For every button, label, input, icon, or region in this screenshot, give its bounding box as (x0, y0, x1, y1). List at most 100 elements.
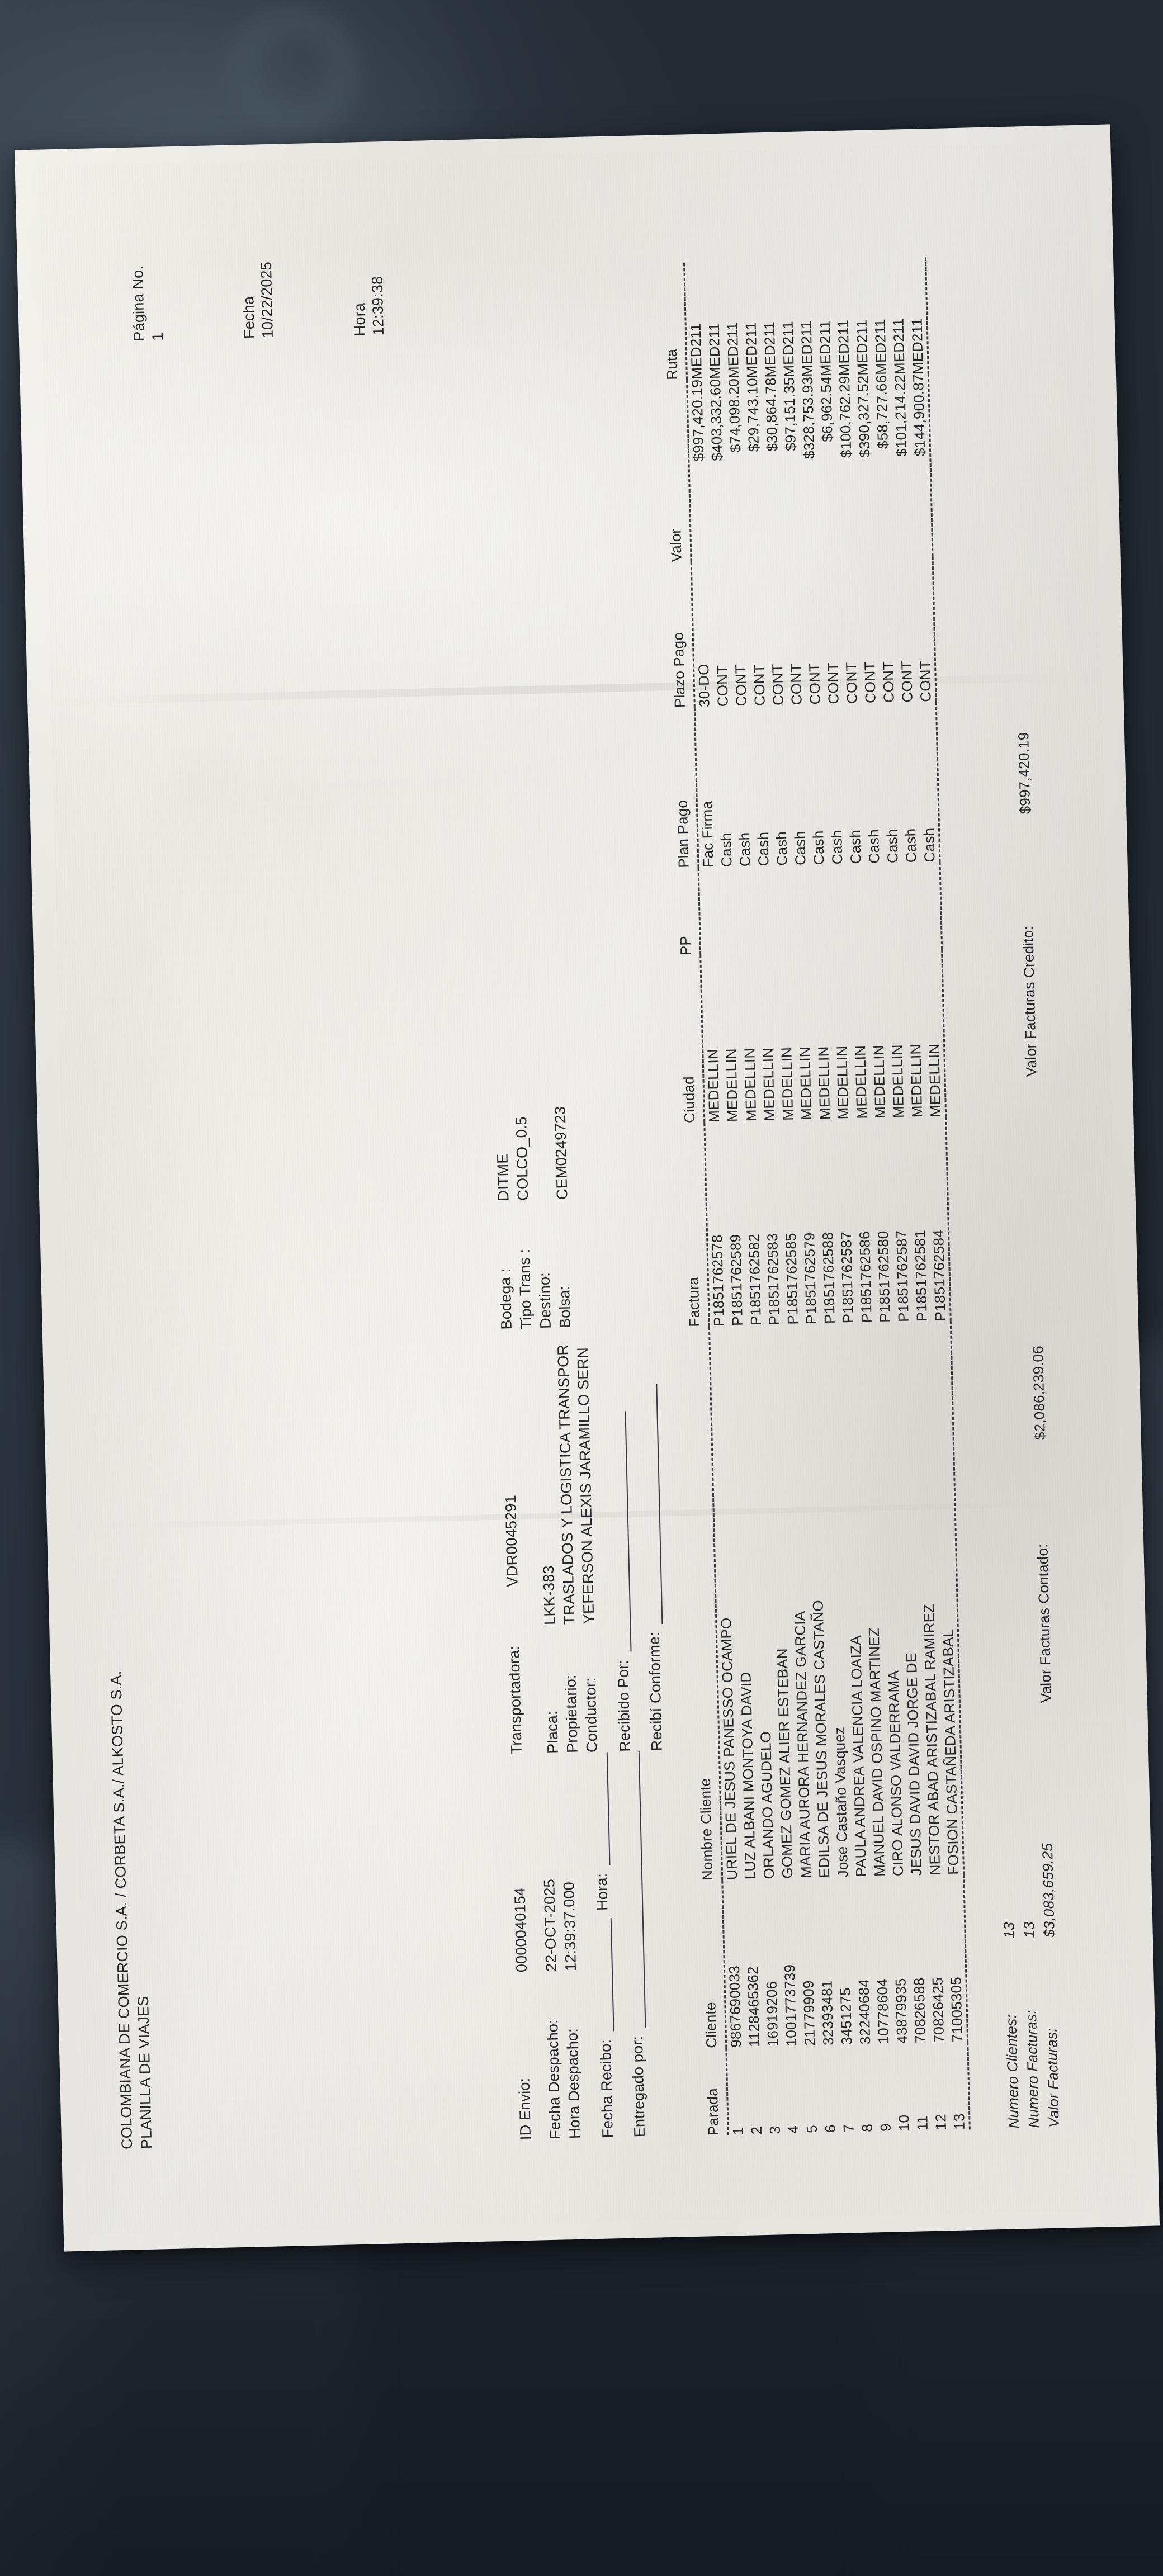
time-label: Hora (351, 302, 369, 337)
date-value: 10/22/2025 (258, 261, 277, 339)
cell-ruta: MED211 (906, 257, 929, 375)
cell-pp (773, 865, 794, 953)
entregado-por-row: Entregado por: (622, 1751, 649, 2138)
cell-parada: 1 (726, 2047, 748, 2135)
recibido-por-row: Recibido Por: (607, 1327, 634, 1753)
entregado-por-label: Entregado por: (628, 2035, 649, 2138)
valor-credito-label: Valor Facturas Credito: (1019, 925, 1040, 1077)
tipo-trans-value: COLCO_0.5 (512, 1116, 532, 1201)
col-header-ruta: Ruta (663, 348, 681, 381)
col-header-cliente: Cliente (702, 2002, 720, 2049)
fecha-recibo-label: Fecha Recibo: (597, 2039, 617, 2138)
cell-ruta: MED211 (853, 319, 872, 376)
cell-parada: 10 (895, 2114, 913, 2132)
cell-parada: 5 (803, 2124, 821, 2134)
background-blur-highlight (168, 0, 458, 123)
cell-pp (866, 863, 886, 951)
date-label: Fecha (240, 296, 258, 339)
cell-pp (755, 866, 776, 954)
manifest-table-body: 1 9867690033 URIEL DE JESUS PANESSO OCAMPO… (684, 257, 970, 2135)
hora-label: Hora: (593, 1873, 611, 1911)
col-header-parada: Parada (704, 2087, 722, 2136)
meta-column-warehouse: Bodega : DITME Tipo Trans : COLCO_0.5 De… (488, 935, 656, 1330)
document-content: COLOMBIANA DE COMERCIO S.A. / CORBETA S.… (37, 141, 1137, 2234)
transportadora-label: Transportadora: (505, 1645, 525, 1755)
col-header-plazo-pago: Plazo Pago (669, 632, 688, 708)
hora-despacho-label: Hora Despacho: (564, 2028, 584, 2139)
cell-ruta: MED211 (871, 319, 890, 376)
date-line: Fecha 10/22/2025 (220, 261, 297, 391)
page-number: 1 (149, 332, 166, 342)
fecha-recibo-field[interactable] (597, 1918, 614, 2032)
tipo-trans-label: Tipo Trans : (516, 1248, 535, 1329)
valor-contado-row: Valor Facturas Contado: $2,086,239.06 (1022, 1077, 1057, 1703)
totals-credito: Valor Facturas Credito: $997,420.19 (970, 646, 1042, 1078)
totals-counts: Numero Clientes: 13 Numero Facturas: 13 … (994, 1702, 1067, 2129)
cell-ruta: MED211 (724, 322, 743, 379)
valor-facturas-label: Valor Facturas: (1043, 2028, 1062, 2128)
printed-manifest-sheet: COLOMBIANA DE COMERCIO S.A. / CORBETA S.… (14, 124, 1160, 2252)
cell-ciudad: MEDELLIN (923, 949, 946, 1117)
col-header-pp: PP (677, 935, 694, 956)
background-steering-wheel-shape (235, 11, 352, 129)
page-number-line: Página No. 1 (110, 264, 187, 394)
cell-pp (810, 865, 831, 953)
placa-label: Placa: (543, 1711, 561, 1754)
fecha-recibo-row: Fecha Recibo: Hora: (590, 1752, 617, 2138)
cell-parada: 12 (932, 2113, 950, 2130)
entregado-por-field[interactable] (625, 1751, 646, 2029)
bodega-value: DITME (494, 1153, 512, 1201)
cell-pp (847, 864, 868, 951)
cell-parada: 7 (840, 2124, 858, 2133)
propietario-label: Propietario: (562, 1674, 581, 1754)
conductor-label: Conductor: (582, 1677, 601, 1753)
company-title: COLOMBIANA DE COMERCIO S.A. / CORBETA S.… (106, 1670, 156, 2149)
cell-parada: 6 (821, 2124, 839, 2133)
cell-factura: P1851762584 (926, 1117, 951, 1322)
cell-ruta: MED211 (705, 323, 724, 380)
manifest-table: Parada Cliente Nombre Cliente Factura Ci… (661, 257, 971, 2135)
meta-column-dispatch: ID Envio: 0000040154 Fecha Despacho: 22-… (507, 1751, 675, 2141)
totals-contado: Valor Facturas Contado: $2,086,239.06 (980, 1077, 1057, 1704)
recibido-por-field[interactable] (611, 1411, 632, 1652)
cell-ruta: MED211 (779, 320, 798, 378)
numero-facturas-value: 13 (1020, 1921, 1038, 1939)
page-label: Página No. (129, 265, 148, 342)
valor-credito-value: $997,420.19 (1015, 732, 1034, 815)
numero-clientes-value: 13 (1000, 1921, 1018, 1939)
recibido-por-label: Recibido Por: (614, 1659, 633, 1753)
cell-cliente: 71005305 (944, 1874, 968, 2043)
bolsa-label: Bolsa: (556, 1285, 574, 1329)
cell-plazo-pago: CONT (913, 556, 937, 703)
valor-contado-label: Valor Facturas Contado: (1034, 1543, 1055, 1703)
cell-pp (736, 866, 757, 954)
totals-section: Numero Clientes: 13 Numero Facturas: 13 … (958, 177, 1067, 2129)
cell-pp (920, 861, 942, 950)
bolsa-value: CEM0249723 (551, 1106, 571, 1200)
recibi-conforme-row: Recibí Conforme: (639, 1326, 666, 1751)
cell-ruta: MED211 (684, 262, 707, 380)
cell-pp (718, 867, 739, 955)
cell-plan-pago: Cash (916, 702, 940, 863)
valor-credito-row: Valor Facturas Credito: $997,420.19 (1012, 646, 1042, 1077)
bodega-label: Bodega : (497, 1268, 515, 1330)
hora-field[interactable] (593, 1752, 611, 1866)
fecha-despacho-value: 22-OCT-2025 (540, 1878, 560, 1972)
cell-parada: 4 (784, 2125, 802, 2134)
col-header-ciudad: Ciudad (680, 1076, 698, 1124)
placa-value: LKK-383 (540, 1565, 559, 1626)
hora-despacho-value: 12:39:37.000 (560, 1881, 579, 1972)
cell-ruta: MED211 (834, 319, 853, 376)
col-header-plan-pago: Plan Pago (673, 799, 692, 869)
recibi-conforme-label: Recibí Conforme: (645, 1631, 665, 1751)
recibi-conforme-field[interactable] (642, 1383, 663, 1625)
cell-valor: $144,900.87 (909, 373, 933, 557)
cell-parada: 9 (877, 2123, 895, 2132)
transportadora-value: VDR0045291 (502, 1494, 521, 1587)
meta-section: ID Envio: 0000040154 Fecha Despacho: 22-… (470, 186, 675, 2141)
id-envio-value: 0000040154 (511, 1887, 530, 1973)
time-line: Hora 12:39:38 (331, 258, 408, 389)
cell-parada: 11 (914, 2115, 932, 2131)
cell-ruta: MED211 (797, 320, 816, 377)
cell-pp (698, 867, 720, 955)
